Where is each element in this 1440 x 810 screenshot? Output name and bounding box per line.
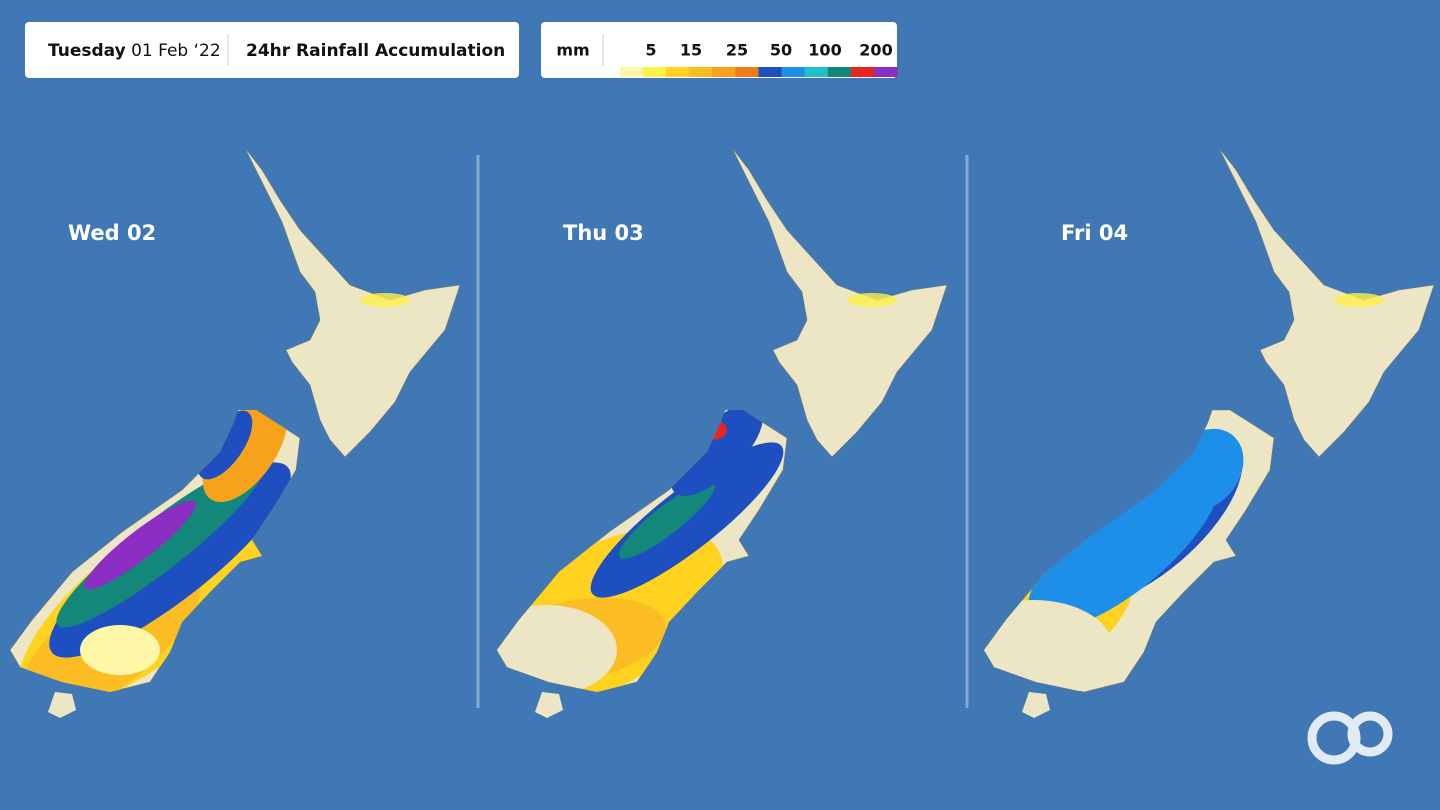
header-day: Tuesday [48, 41, 126, 61]
rain-area [202, 410, 288, 503]
legend-label: 25 [726, 41, 748, 60]
legend-label: 15 [680, 41, 702, 60]
rain-area [80, 625, 160, 675]
rain-area [1179, 417, 1199, 433]
rain-area [984, 600, 1114, 692]
legend-box [541, 22, 897, 78]
legend-swatch [712, 67, 736, 77]
panel-label: Thu 03 [563, 221, 644, 245]
panels: Wed 02 Thu 03 Fri 04 [9, 147, 1435, 718]
legend-swatch [827, 67, 852, 77]
rain-area [1334, 293, 1384, 307]
north-island [1218, 147, 1435, 458]
panel-label: Wed 02 [68, 221, 156, 245]
rain-area [671, 410, 763, 496]
legend-swatch [620, 67, 644, 77]
stewart-island [48, 692, 76, 718]
rain-area [847, 293, 897, 307]
legend-unit: mm [556, 41, 589, 60]
rain-area [697, 420, 727, 440]
logo [1307, 711, 1393, 765]
legend-swatch [781, 67, 806, 77]
legend-label: 100 [808, 41, 841, 60]
legend-swatch [758, 67, 783, 77]
legend-label: 50 [770, 41, 792, 60]
legend-swatch [735, 67, 759, 77]
legend-swatch [689, 67, 713, 77]
rainfall [497, 410, 784, 692]
header-box [25, 22, 519, 78]
north-island [244, 147, 461, 458]
header-title: 24hr Rainfall Accumulation [246, 41, 505, 61]
stewart-island [535, 692, 563, 718]
rainfall [18, 410, 291, 692]
rain-area [1027, 460, 1221, 630]
rain-area [360, 293, 410, 307]
legend-swatch [850, 67, 875, 77]
map-panel: Wed 02 [9, 147, 461, 718]
stewart-island [1022, 692, 1050, 718]
rain-area [618, 481, 716, 559]
rain-area [84, 500, 196, 590]
legend-swatch [873, 67, 898, 77]
north-island [731, 147, 948, 458]
legend-label: 5 [645, 41, 656, 60]
legend-swatch [666, 67, 690, 77]
legend-swatch [643, 67, 667, 77]
legend-swatch [804, 67, 829, 77]
map-panel: Thu 03 [496, 147, 948, 718]
header-date: Tuesday 01 Feb ‘22 [48, 41, 221, 61]
legend-label: 200 [859, 41, 892, 60]
panel-label: Fri 04 [1061, 221, 1128, 245]
map-panel: Fri 04 [983, 147, 1435, 718]
legend: 5 15 25 50 100 200 [620, 41, 898, 77]
header-date-text: 01 Feb ‘22 [131, 41, 221, 61]
rain-area [197, 410, 253, 480]
